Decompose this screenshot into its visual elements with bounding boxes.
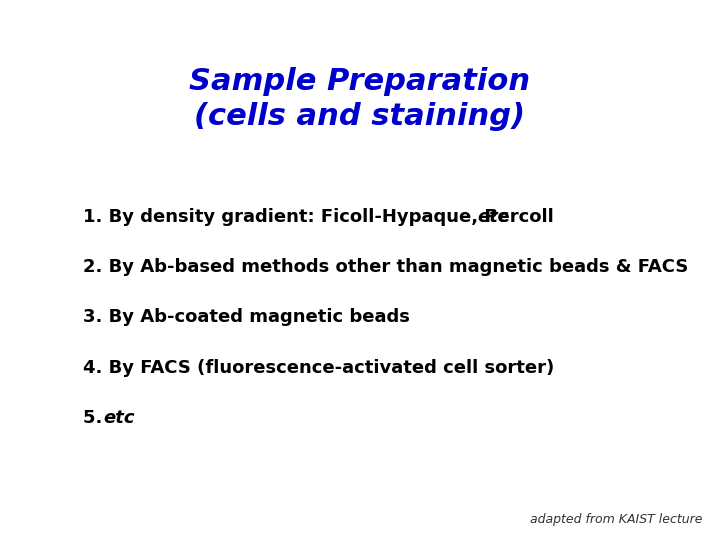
- Text: adapted from KAIST lecture: adapted from KAIST lecture: [529, 514, 702, 526]
- Text: 1. By density gradient: Ficoll-Hypaque, Percoll: 1. By density gradient: Ficoll-Hypaque, …: [83, 208, 560, 226]
- Text: etc: etc: [477, 208, 509, 226]
- Text: Sample Preparation
(cells and staining): Sample Preparation (cells and staining): [189, 68, 531, 131]
- Text: 5.: 5.: [83, 409, 109, 427]
- Text: 4. By FACS (fluorescence-activated cell sorter): 4. By FACS (fluorescence-activated cell …: [83, 359, 554, 376]
- Text: 3. By Ab-coated magnetic beads: 3. By Ab-coated magnetic beads: [83, 308, 410, 326]
- Text: 2. By Ab-based methods other than magnetic beads & FACS: 2. By Ab-based methods other than magnet…: [83, 258, 688, 276]
- Text: etc: etc: [103, 409, 135, 427]
